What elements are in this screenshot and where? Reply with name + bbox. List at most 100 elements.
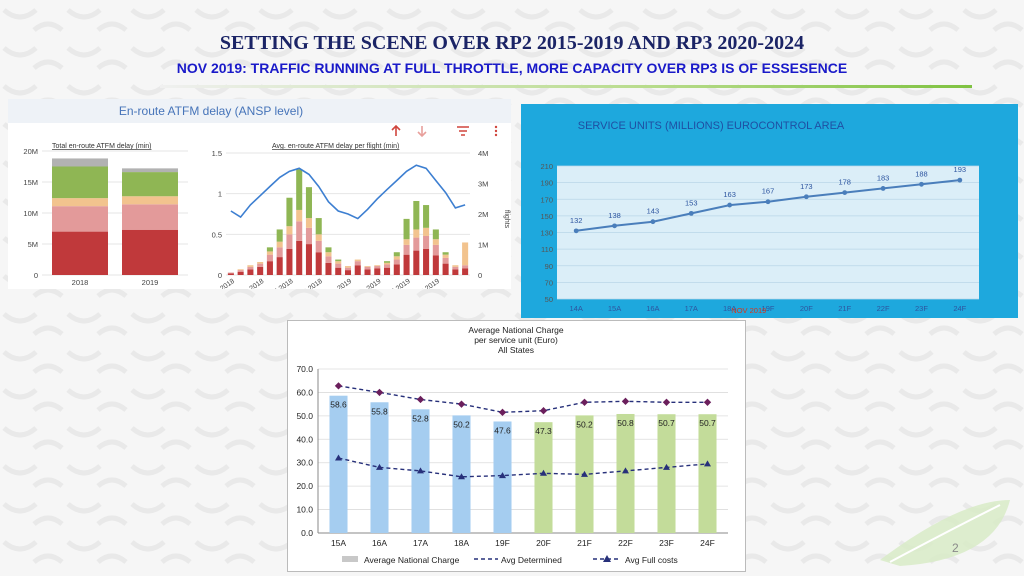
su-ytick: 170: [540, 195, 553, 204]
avg-bar-segment: [432, 255, 439, 275]
avg-determined-point: [416, 395, 425, 404]
avg-ytick-right: 0: [478, 271, 482, 280]
avg-bar-segment: [413, 229, 420, 238]
charge-ytick: 0.0: [301, 528, 313, 538]
total-ytick: 20M: [23, 147, 38, 156]
avg-bar-segment: [286, 197, 293, 227]
avg-bar-segment: [393, 264, 400, 275]
su-data-label: 183: [877, 173, 890, 182]
charge-xtick: 23F: [659, 538, 674, 548]
charge-bar-label: 58.6: [330, 400, 347, 410]
su-xtick: 17A: [685, 304, 698, 313]
su-xtick: 21F: [838, 304, 851, 313]
su-ytick: 90: [545, 262, 553, 271]
avg-bar-segment: [452, 266, 459, 270]
avg-bar-segment: [452, 265, 459, 267]
charge-xtick: 16A: [372, 538, 387, 548]
avg-bar-segment: [403, 239, 410, 245]
avg-bar-segment: [305, 218, 312, 228]
avg-xtick: Apr 2019: [355, 278, 382, 289]
avg-determined-point: [539, 407, 548, 415]
total-bar-segment: [52, 198, 108, 207]
avg-bar-segment: [403, 244, 410, 255]
arrow-down-icon[interactable]: [417, 126, 427, 138]
su-data-label: 143: [647, 207, 660, 216]
su-ytick: 50: [545, 295, 553, 304]
avg-ytick-left: 1: [218, 190, 222, 199]
avg-bar-segment: [315, 240, 322, 253]
charge-bar-label: 55.8: [371, 406, 388, 416]
title-divider: [160, 85, 972, 88]
charge-ytick: 20.0: [296, 481, 313, 491]
avg-bar-segment: [325, 262, 332, 275]
total-xtick: 2018: [72, 278, 89, 287]
su-data-label: 132: [570, 216, 583, 225]
avg-determined-point: [457, 400, 466, 408]
su-point: [765, 199, 771, 205]
charge-ytick: 50.0: [296, 411, 313, 421]
avg-bar-segment: [442, 257, 449, 264]
su-annotation: NOV 2019: [731, 306, 766, 315]
avg-full-costs-point: [335, 454, 342, 461]
su-data-label: 163: [723, 190, 736, 199]
charge-xtick: 20F: [536, 538, 551, 548]
avg-bar-segment: [462, 242, 469, 266]
avg-bar-segment: [325, 252, 332, 257]
avg-bar-segment: [305, 244, 312, 275]
avg-bar-segment: [423, 227, 430, 236]
su-point: [803, 194, 809, 200]
avg-full-costs-point: [622, 467, 629, 474]
avg-bar-segment: [305, 227, 312, 245]
avg-bar-segment: [442, 252, 449, 255]
avg-bar-segment: [423, 248, 430, 275]
arrow-up-icon[interactable]: [391, 124, 401, 136]
avg-ytick-right: 2M: [478, 210, 488, 219]
more-vertical-icon[interactable]: [494, 125, 498, 137]
avg-xtick: Jan 2019: [326, 278, 354, 289]
su-data-label: 188: [915, 169, 928, 178]
su-xtick: 24F: [953, 304, 966, 313]
avg-xtick: Apr 2018: [238, 278, 265, 289]
total-bar-segment: [122, 172, 178, 197]
avg-bar-segment: [344, 267, 352, 271]
avg-bar-segment: [364, 266, 371, 267]
avg-bar-segment: [266, 247, 273, 252]
charge-ytick: 70.0: [296, 364, 313, 374]
atfm-panel-header: [8, 99, 511, 123]
charge-bar: [616, 413, 635, 533]
avg-xtick: Jul 2019: [386, 278, 412, 289]
avg-bar-segment: [247, 269, 254, 275]
avg-bar-segment: [462, 268, 469, 275]
filter-icon[interactable]: [457, 126, 469, 136]
avg-bar-segment: [286, 248, 293, 275]
avg-bar-segment: [315, 218, 322, 235]
avg-determined-point: [334, 382, 343, 390]
charge-xtick: 17A: [413, 538, 428, 548]
su-point: [612, 223, 617, 229]
total-bar-segment: [52, 231, 108, 275]
su-xtick: 14A: [570, 304, 583, 313]
su-point: [650, 219, 656, 225]
avg-bar-segment: [335, 261, 342, 264]
avg-bar-segment: [325, 256, 332, 263]
su-ytick: 210: [540, 162, 553, 171]
charge-ytick: 30.0: [296, 458, 313, 468]
avg-bar-segment: [315, 234, 322, 241]
su-xtick: 23F: [915, 304, 928, 313]
total-bar-segment: [52, 158, 108, 167]
charge-legend: Average National Charge Avg Determined A…: [342, 555, 678, 565]
su-data-label: 153: [685, 198, 698, 207]
charge-xtick: 19F: [495, 538, 510, 548]
total-ytick: 5M: [28, 240, 38, 249]
avg-bar-segment: [276, 247, 283, 258]
total-bar-segment: [122, 229, 178, 275]
su-data-label: 167: [762, 187, 775, 196]
atfm-total-chart: 0 5M 10M 15M 20M 2018 2019: [23, 147, 188, 287]
flights-line: [230, 164, 466, 220]
charge-ytick: 10.0: [296, 505, 313, 515]
avg-bar-segment: [266, 254, 273, 262]
avg-determined-point: [662, 398, 671, 406]
charge-bar-label: 52.8: [412, 413, 429, 423]
su-data-label: 178: [838, 178, 851, 187]
avg-bar-segment: [257, 263, 264, 267]
